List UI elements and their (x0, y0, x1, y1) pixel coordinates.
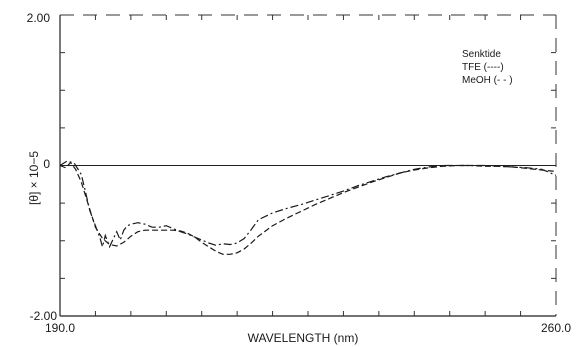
y-axis-title: [θ] × 10−5 (27, 151, 41, 205)
series-line-tfe (59, 161, 557, 255)
x-tick-label-left: 190.0 (45, 321, 75, 335)
series-line-meoh (59, 160, 557, 250)
y-tick-label-bottom: -2.00 (30, 309, 58, 323)
legend-entry-meoh: MeOH (- - ) (462, 75, 513, 86)
series-group (59, 160, 557, 255)
y-tick-label-zero: 0 (43, 157, 50, 171)
x-tick-label-right: 260.0 (541, 321, 571, 335)
legend-entry-tfe: TFE (----) (462, 62, 504, 73)
y-tick-label-top: 2.00 (27, 11, 51, 25)
legend-title: Senktide (462, 49, 501, 60)
x-axis-title: WAVELENGTH (nm) (248, 331, 359, 345)
